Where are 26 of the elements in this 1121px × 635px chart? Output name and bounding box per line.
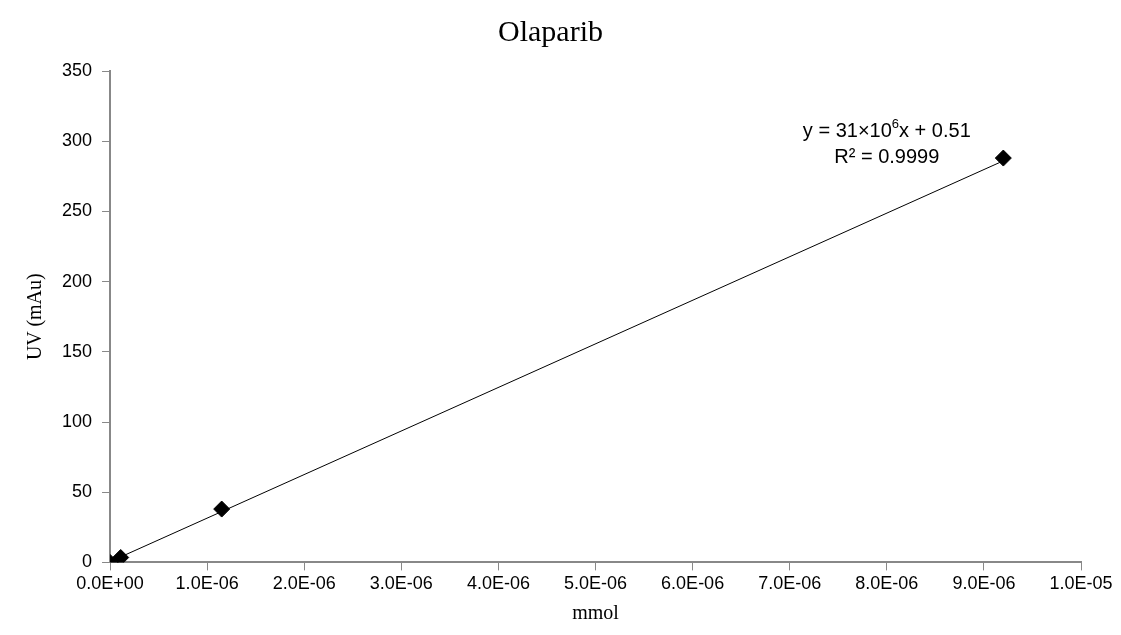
y-tick-label: 250: [61, 200, 93, 221]
x-tick-label: 1.0E-06: [175, 573, 239, 594]
y-tick-label: 350: [61, 59, 93, 80]
annotation: R² = 0.9999: [834, 144, 940, 167]
x-tick-label: 9.0E-06: [952, 573, 1016, 594]
x-tick-label: 1.0E-05: [1049, 573, 1113, 594]
x-tick-label: 7.0E-06: [758, 573, 822, 594]
x-tick-label: 6.0E-06: [661, 573, 725, 594]
point: [213, 500, 231, 518]
y-tick-label: 0: [82, 551, 93, 572]
y-axis-title: UV (mAu): [23, 273, 47, 361]
x-tick-label: 2.0E-06: [272, 573, 336, 594]
x-tick-label: 0.0E+00: [76, 573, 144, 594]
y-tick-label: 100: [61, 410, 93, 431]
x-tick-label: 4.0E-06: [466, 573, 530, 594]
y-tick-label: 50: [72, 481, 93, 502]
x-tick-label: 5.0E-06: [563, 573, 628, 594]
y-tick-label: 300: [61, 130, 93, 151]
x-axis-title: mmol: [572, 601, 620, 624]
y-tick-label: 150: [61, 340, 93, 361]
y-tick-label: 200: [61, 270, 93, 291]
chart-title: Olaparib: [498, 13, 603, 47]
x-tick-label: 8.0E-06: [855, 573, 919, 594]
point: [112, 548, 130, 563]
point: [994, 149, 1012, 167]
x-tick-label: 3.0E-06: [369, 573, 433, 594]
